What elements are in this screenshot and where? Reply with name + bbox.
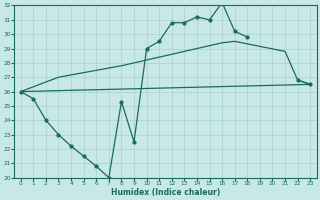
X-axis label: Humidex (Indice chaleur): Humidex (Indice chaleur) (111, 188, 220, 197)
